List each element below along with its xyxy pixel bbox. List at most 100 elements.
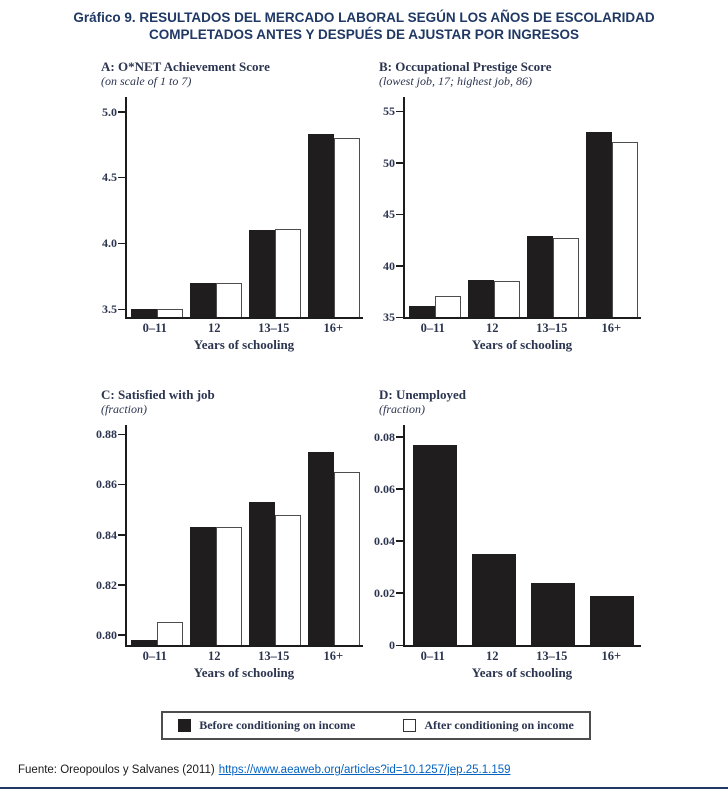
y-tick: [118, 176, 125, 179]
bar-groups: [405, 433, 641, 645]
legend-item: After conditioning on income: [403, 718, 574, 733]
y-tick: [118, 433, 125, 436]
plot-area: 35 40 45 50 55: [383, 97, 641, 324]
bar-after: [156, 622, 183, 645]
bar-after: [493, 280, 520, 317]
y-tick: [118, 242, 125, 245]
bar-group: [582, 131, 641, 317]
bar-group: [405, 444, 464, 645]
y-tick: [396, 162, 403, 164]
bar-before: [408, 305, 435, 317]
bar-group: [186, 527, 245, 645]
y-tick: [118, 634, 125, 636]
y-tick-label: 0.02: [374, 585, 395, 600]
bar-group: [245, 228, 304, 317]
x-tick-label: 0–11: [142, 649, 167, 663]
bar-before: [526, 235, 553, 317]
bar-after: [434, 296, 461, 317]
bar-groups: [405, 105, 641, 317]
bar-group: [464, 553, 523, 645]
bar-after: [156, 309, 183, 317]
y-tick: [396, 110, 403, 113]
bar-group: [127, 309, 186, 317]
y-tick: [396, 488, 403, 490]
y-tick: [396, 213, 403, 216]
y-tick-label: 50: [383, 155, 395, 170]
x-tick-label: 16+: [323, 321, 344, 335]
plot-area: 0.80 0.82 0.84 0.86 0.88: [96, 425, 363, 647]
bar-after: [274, 228, 301, 317]
y-tick: [118, 308, 125, 311]
x-axis-categories: 0–11 12 13–15 16+: [125, 649, 363, 664]
bar-group: [245, 502, 304, 645]
y-tick-label: 0.86: [96, 477, 117, 492]
bar-group: [304, 133, 363, 317]
bar-before: [130, 639, 157, 645]
x-tick-label: 12: [486, 649, 499, 663]
figure-title-line1: Gráfico 9. RESULTADOS DEL MERCADO LABORA…: [73, 10, 655, 25]
y-tick-label: 0.88: [96, 427, 117, 442]
panel-subtitle: (lowest job, 17; highest job, 86): [379, 74, 532, 88]
y-tick-label: 4.5: [102, 170, 117, 185]
x-axis-categories: 0–11 12 13–15 16+: [403, 321, 641, 336]
figure-title-line2: COMPLETADOS ANTES Y DESPUÉS DE AJUSTAR P…: [148, 27, 580, 42]
bar-before: [248, 230, 275, 317]
panel-title: B: Occupational Prestige Score: [379, 59, 552, 74]
panel-subtitle: (on scale of 1 to 7): [101, 74, 192, 88]
y-tick-label: 0.08: [374, 429, 395, 444]
source-note: Fuente: Oreopoulos y Salvanes (2011) http…: [18, 764, 511, 776]
bar-before: [471, 553, 516, 645]
bar-before: [412, 444, 457, 645]
y-tick: [396, 592, 403, 594]
x-tick-label: 16+: [601, 321, 622, 335]
y-tick: [396, 316, 403, 318]
y-tick-label: 0.06: [374, 481, 395, 496]
x-tick-label: 0–11: [420, 321, 445, 335]
bar-before: [530, 582, 575, 645]
x-tick-label: 13–15: [258, 321, 290, 335]
bar-after: [215, 527, 242, 645]
x-axis-label: Years of schooling: [193, 665, 295, 680]
y-tick-label: 35: [383, 310, 395, 324]
bar-before: [189, 282, 216, 317]
x-tick-label: 13–15: [258, 649, 290, 663]
x-axis-label: Years of schooling: [471, 337, 573, 352]
bar-group: [523, 235, 582, 317]
panel-c-satisfied-with-job: C: Satisfied with job (fraction) 0.80 0.8…: [95, 387, 363, 681]
bar-before: [307, 451, 334, 645]
x-tick-label: 0–11: [420, 649, 445, 663]
y-tick-label: 0.82: [96, 577, 117, 592]
y-tick: [396, 644, 403, 646]
legend-label: Before conditioning on income: [199, 718, 356, 732]
y-tick: [118, 584, 125, 586]
x-axis-categories: 0–11 12 13–15 16+: [403, 649, 641, 664]
y-tick-label: 0.84: [96, 527, 117, 542]
x-axis-label: Years of schooling: [193, 337, 295, 352]
panel-subtitle: (fraction): [101, 402, 147, 416]
y-tick-label: 45: [383, 207, 395, 222]
bar-before: [467, 279, 494, 317]
panel-title: D: Unemployed: [379, 387, 467, 402]
plot-area: 3.5 4.0 4.5 5.0: [102, 97, 363, 319]
x-tick-label: 0–11: [142, 321, 167, 335]
legend-label: After conditioning on income: [424, 718, 574, 732]
bar-after: [552, 237, 579, 317]
x-tick-label: 12: [208, 321, 221, 335]
bar-before: [585, 131, 612, 317]
source-link[interactable]: https://www.aeaweb.org/articles?id=10.12…: [218, 764, 511, 776]
y-tick-label: 0.80: [96, 627, 117, 642]
bar-before: [189, 527, 216, 645]
bottom-divider: [0, 787, 728, 789]
bar-after: [611, 142, 638, 317]
y-tick: [118, 534, 125, 536]
plot-area: 0 0.02 0.04 0.06 0.08: [374, 425, 641, 652]
y-tick-label: 4.0: [102, 236, 117, 251]
bar-group: [582, 595, 641, 645]
bar-after: [274, 514, 301, 645]
bar-group: [304, 451, 363, 645]
x-tick-label: 13–15: [536, 321, 568, 335]
bar-groups: [127, 105, 363, 317]
y-tick-label: 40: [383, 258, 395, 273]
x-tick-label: 16+: [323, 649, 344, 663]
x-tick-label: 13–15: [536, 649, 568, 663]
